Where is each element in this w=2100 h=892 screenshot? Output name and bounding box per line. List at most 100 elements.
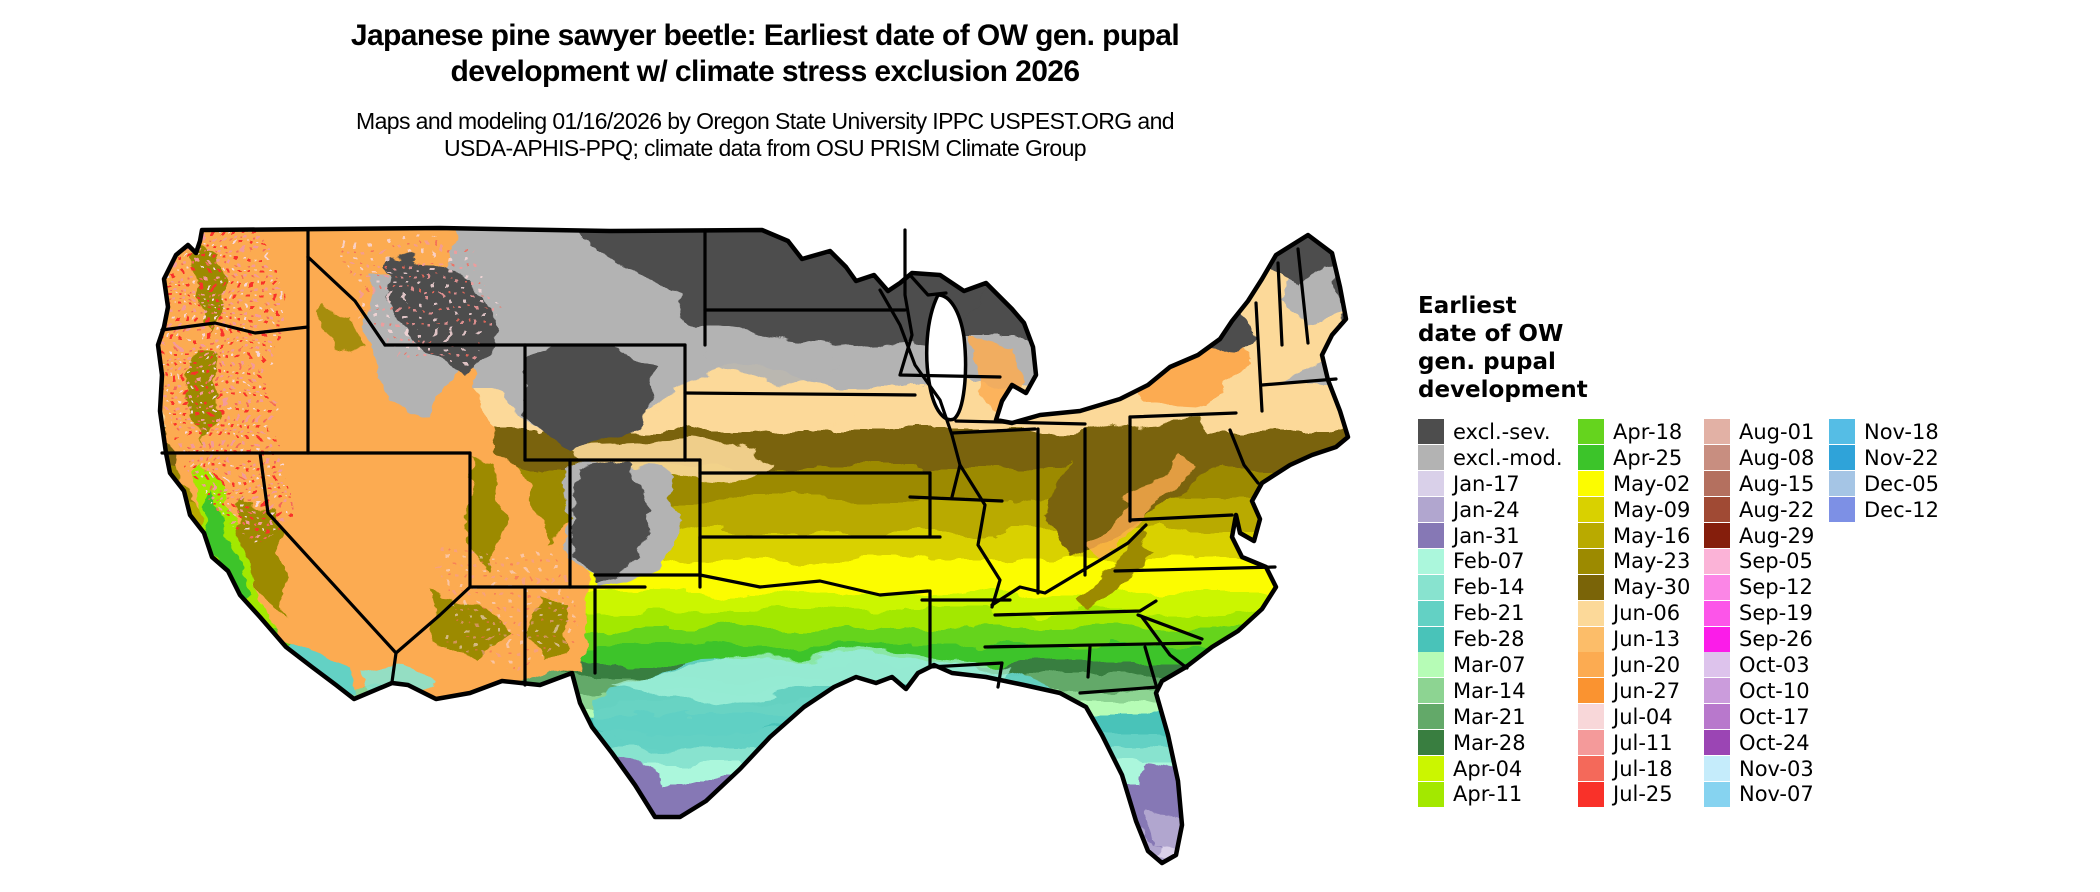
legend-swatch	[1418, 652, 1444, 678]
legend-swatch	[1704, 652, 1730, 678]
legend-entry: Aug-29	[1704, 523, 1814, 549]
subtitle-line-2: USDA-APHIS-PPQ; climate data from OSU PR…	[444, 135, 1087, 161]
legend-label: Sep-19	[1739, 601, 1813, 626]
legend-entry: Aug-08	[1704, 445, 1814, 471]
legend-swatch	[1578, 652, 1604, 678]
legend-entry: Mar-07	[1418, 652, 1563, 678]
legend-swatch	[1829, 497, 1855, 523]
legend-swatch	[1418, 523, 1444, 548]
legend-swatch	[1829, 419, 1855, 445]
legend-label: Feb-07	[1453, 549, 1525, 574]
legend-swatch	[1704, 678, 1730, 704]
legend-label: Jun-13	[1613, 627, 1681, 652]
legend-entry: May-09	[1578, 497, 1690, 523]
legend-label: Mar-21	[1453, 704, 1526, 729]
legend-entry: Apr-25	[1578, 445, 1690, 471]
legend-label: excl.-sev.	[1453, 419, 1551, 444]
legend-entry: Oct-24	[1704, 730, 1814, 756]
legend-label: May-30	[1613, 575, 1691, 600]
legend-entry: May-30	[1578, 574, 1690, 600]
legend-swatch	[1704, 781, 1730, 807]
legend-entry: Aug-01	[1704, 419, 1814, 445]
legend-entry: excl.-mod.	[1418, 445, 1563, 471]
legend-label: Oct-03	[1739, 652, 1810, 677]
legend-label: Aug-01	[1739, 419, 1815, 444]
legend-label: Aug-29	[1739, 523, 1815, 548]
legend-swatch	[1418, 574, 1444, 600]
legend-label: Sep-05	[1739, 549, 1813, 574]
legend-entry: Nov-07	[1704, 781, 1814, 807]
map-legend: Earliest date of OW gen. pupal development …	[1418, 292, 2078, 807]
legend-swatch	[1418, 781, 1444, 807]
page-subtitle: Maps and modeling 01/16/2026 by Oregon S…	[140, 108, 1390, 162]
legend-entry: Jun-27	[1578, 678, 1690, 704]
legend-swatch	[1418, 497, 1444, 523]
legend-swatch	[1704, 445, 1730, 471]
legend-entry: Oct-17	[1704, 704, 1814, 730]
legend-label: Jun-20	[1613, 652, 1681, 677]
legend-entry: Apr-04	[1418, 756, 1563, 782]
legend-entry: May-02	[1578, 471, 1690, 497]
legend-entry: Mar-21	[1418, 704, 1563, 730]
legend-swatch	[1418, 756, 1444, 782]
legend-label: Jul-11	[1613, 730, 1673, 755]
legend-swatch	[1704, 730, 1730, 756]
legend-swatch	[1418, 704, 1444, 730]
legend-label: Nov-18	[1864, 419, 1939, 444]
legend-swatch	[1578, 756, 1604, 782]
legend-swatch	[1704, 497, 1730, 523]
legend-swatch	[1418, 419, 1444, 445]
legend-swatch	[1578, 574, 1604, 600]
legend-swatch	[1704, 471, 1730, 497]
legend-label: Aug-08	[1739, 445, 1815, 470]
legend-entry: Aug-15	[1704, 471, 1814, 497]
us-map	[140, 215, 1400, 892]
us-outline	[155, 225, 1351, 866]
legend-label: Mar-28	[1453, 730, 1526, 755]
legend-entry: Nov-22	[1829, 445, 1939, 471]
legend-swatch	[1704, 548, 1730, 574]
legend-entry: May-16	[1578, 523, 1690, 549]
legend-swatch	[1704, 756, 1730, 782]
legend-label: Jun-06	[1613, 601, 1681, 626]
legend-entry: Mar-28	[1418, 730, 1563, 756]
legend-entry: Sep-19	[1704, 600, 1814, 626]
legend-label: May-23	[1613, 549, 1691, 574]
legend-swatch	[1418, 730, 1444, 756]
legend-swatch	[1418, 471, 1444, 497]
legend-label: Feb-21	[1453, 601, 1525, 626]
legend-swatch	[1829, 471, 1855, 497]
legend-entry: Nov-18	[1829, 419, 1939, 445]
legend-swatch	[1704, 574, 1730, 600]
legend-entry: Dec-05	[1829, 471, 1939, 497]
legend-label: May-02	[1613, 471, 1691, 496]
legend-swatch	[1578, 445, 1604, 471]
legend-entry: Feb-07	[1418, 548, 1563, 574]
legend-swatch	[1418, 600, 1444, 626]
legend-title-line: development	[1418, 377, 1588, 403]
lake-michigan	[925, 293, 968, 422]
legend-entry: Sep-05	[1704, 548, 1814, 574]
legend-label: Nov-03	[1739, 756, 1814, 781]
legend-swatch	[1704, 626, 1730, 652]
legend-label: Nov-07	[1739, 782, 1814, 807]
legend-label: Nov-22	[1864, 445, 1939, 470]
legend-label: Aug-15	[1739, 471, 1815, 496]
legend-label: Apr-18	[1613, 419, 1683, 444]
legend-entry: Apr-11	[1418, 781, 1563, 807]
legend-swatch	[1578, 600, 1604, 626]
title-line-1: Japanese pine sawyer beetle: Earliest da…	[350, 19, 1180, 52]
legend-label: May-16	[1613, 523, 1691, 548]
legend-swatch	[1704, 419, 1730, 445]
legend-entry: Jun-06	[1578, 600, 1690, 626]
legend-label: Oct-24	[1739, 730, 1810, 755]
legend-title: Earliest date of OW gen. pupal development	[1418, 292, 2078, 404]
legend-label: Sep-12	[1739, 575, 1813, 600]
legend-swatch	[1578, 497, 1604, 523]
legend-label: Dec-05	[1864, 471, 1939, 496]
legend-entry: Jun-13	[1578, 626, 1690, 652]
legend-swatch	[1578, 471, 1604, 497]
subtitle-line-1: Maps and modeling 01/16/2026 by Oregon S…	[356, 108, 1175, 134]
legend-entry: Dec-12	[1829, 497, 1939, 523]
legend-title-line: date of OW	[1418, 321, 1564, 347]
